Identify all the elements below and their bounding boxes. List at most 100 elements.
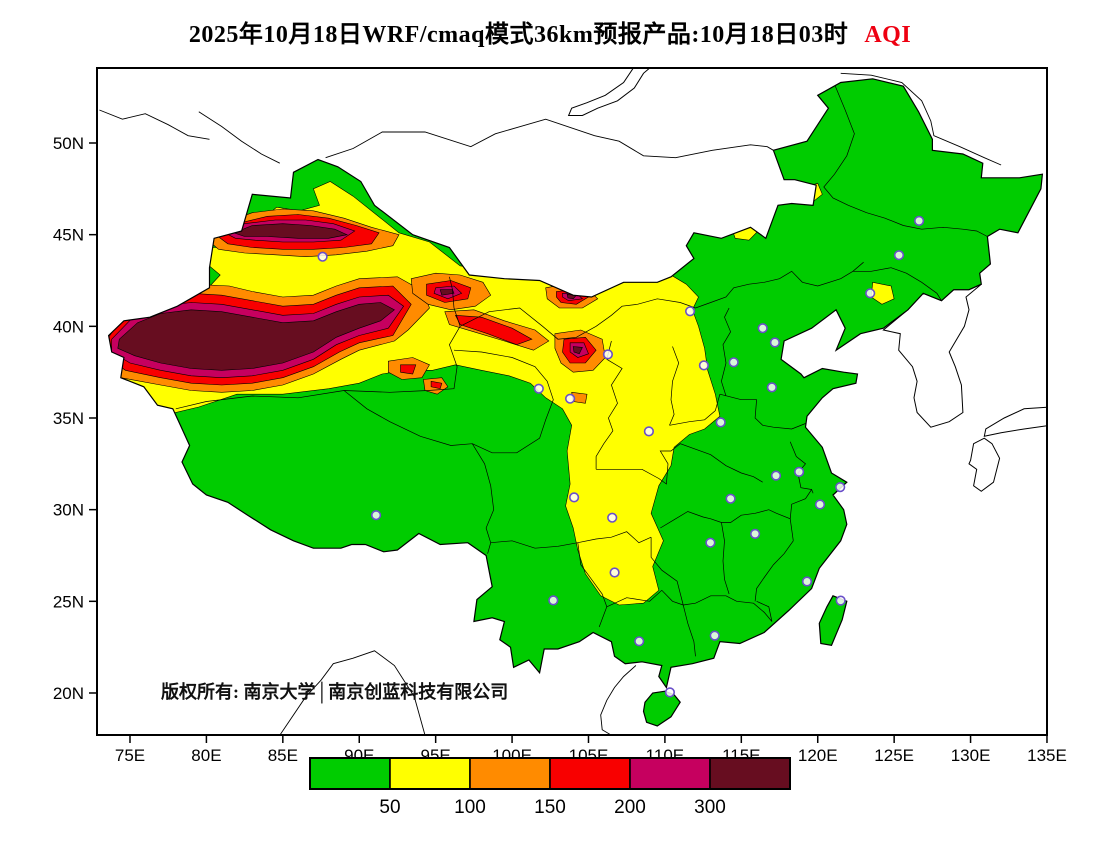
y-tick-label: 45N	[53, 226, 84, 245]
legend-tick-label: 300	[694, 797, 726, 818]
province-boundary	[660, 509, 794, 541]
province-boundary	[754, 540, 794, 602]
province-boundary	[866, 212, 988, 237]
city-marker	[835, 595, 846, 606]
x-tick-label: 120E	[798, 746, 838, 765]
city-marker	[698, 360, 710, 371]
city-marker	[609, 567, 620, 578]
province-boundary	[459, 261, 864, 340]
province-boundary	[490, 531, 652, 549]
province-boundary	[756, 600, 773, 622]
boundary-line	[99, 109, 210, 140]
city-marker	[913, 215, 925, 226]
aqi-contour-maroon	[572, 346, 583, 355]
legend-swatch	[309, 757, 391, 790]
province-boundary	[823, 84, 867, 214]
title-text: 2025年10月18日WRF/cmaq模式36km预报产品:10月18日03时	[188, 22, 849, 48]
china-outline	[107, 78, 1044, 689]
province-boundary	[669, 394, 721, 426]
city-marker	[602, 349, 614, 360]
city-marker	[793, 466, 805, 478]
city-marker	[548, 595, 559, 606]
city-marker	[533, 383, 544, 394]
plot-frame	[96, 67, 1048, 736]
city-marker	[769, 337, 781, 348]
city-marker	[757, 323, 768, 334]
legend-swatch	[469, 757, 551, 790]
legend-swatch	[549, 757, 631, 790]
province-boundary	[719, 393, 806, 430]
legend-tick-label: 100	[454, 797, 486, 818]
copyright-text: 版权所有: 南京大学│南京创蓝科技有限公司	[161, 681, 508, 704]
city-marker	[569, 492, 580, 503]
x-tick-label: 80E	[191, 746, 221, 765]
city-marker	[317, 251, 328, 262]
province-boundary	[669, 346, 680, 426]
province-boundary	[852, 267, 942, 301]
y-tick-label: 35N	[53, 409, 84, 428]
city-marker	[684, 306, 696, 317]
province-boundary	[683, 595, 773, 622]
province-boundary	[453, 349, 554, 454]
foreign-coastline	[567, 68, 651, 116]
aqi-contour-red	[454, 314, 533, 346]
city-marker	[709, 630, 720, 641]
legend-swatch	[389, 757, 471, 790]
china-outline	[818, 595, 848, 646]
china-taiwan	[819, 595, 847, 646]
x-tick-label: 75E	[115, 746, 145, 765]
boundary-line	[279, 650, 426, 735]
province-boundary	[721, 522, 730, 595]
city-marker	[749, 528, 761, 540]
y-tick-label: 40N	[53, 317, 84, 336]
boundary-line	[600, 665, 637, 735]
city-marker	[814, 499, 826, 510]
province-boundary	[577, 542, 608, 628]
city-marker	[607, 512, 618, 523]
province-boundary	[596, 443, 763, 485]
city-marker	[643, 426, 655, 437]
aqi-contour-maroon	[439, 289, 455, 296]
city-marker	[770, 470, 782, 481]
city-marker	[565, 393, 576, 404]
city-marker	[893, 250, 905, 261]
province-boundary	[343, 390, 495, 554]
province-boundary	[175, 276, 461, 410]
aqi-contour-red	[400, 364, 417, 375]
x-tick-label: 130E	[951, 746, 991, 765]
x-tick-label: 85E	[268, 746, 298, 765]
y-tick-label: 30N	[53, 501, 84, 520]
page-title: 2025年10月18日WRF/cmaq模式36km预报产品:10月18日03时 A…	[0, 14, 1100, 49]
city-marker	[634, 636, 645, 647]
china-outline	[642, 690, 681, 727]
y-tick-label: 25N	[53, 592, 84, 611]
legend-tick-label: 200	[614, 797, 646, 818]
foreign-coastline	[983, 406, 1047, 437]
y-tick-label: 20N	[53, 684, 84, 703]
aqi-contour-maroon	[233, 223, 348, 239]
city-marker	[835, 482, 846, 493]
boundary-line	[325, 118, 774, 159]
aqi-contour-red	[430, 380, 443, 390]
y-tick-label: 50N	[53, 134, 84, 153]
city-marker	[705, 537, 716, 548]
boundary-line	[198, 111, 281, 164]
legend-swatch	[629, 757, 711, 790]
legend-swatch	[709, 757, 791, 790]
province-boundary	[721, 307, 731, 397]
province-boundary	[789, 488, 814, 519]
city-marker	[664, 687, 676, 698]
city-marker	[801, 576, 813, 587]
boundary-line	[840, 72, 1002, 166]
province-boundary	[595, 340, 623, 470]
city-marker	[371, 510, 382, 521]
city-marker	[865, 288, 876, 299]
x-tick-label: 135E	[1027, 746, 1067, 765]
china-hainan	[643, 691, 681, 726]
province-boundary	[682, 604, 696, 657]
province-boundary	[606, 589, 684, 608]
x-tick-label: 125E	[874, 746, 914, 765]
aqi-contour-maroon	[117, 302, 395, 371]
